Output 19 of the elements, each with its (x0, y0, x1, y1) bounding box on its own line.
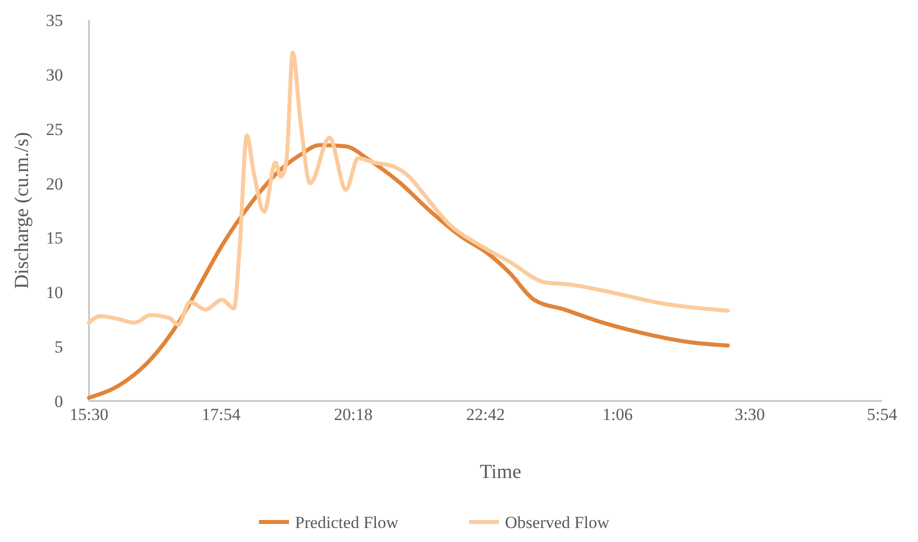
y-axis-title: Discharge (cu.m./s) (11, 132, 33, 289)
legend-label: Observed Flow (505, 513, 610, 532)
y-tick-label: 15 (46, 228, 63, 248)
x-tick-label: 15:30 (70, 405, 108, 424)
y-tick-label: 25 (46, 120, 63, 139)
y-tick-label: 30 (46, 65, 63, 84)
x-tick-label: 17:54 (202, 405, 242, 424)
y-tick-label: 5 (54, 338, 63, 357)
x-tick-label: 20:18 (334, 405, 373, 424)
y-tick-label: 0 (54, 392, 63, 411)
x-tick-label: 3:30 (734, 405, 765, 424)
y-tick-label: 35 (46, 11, 63, 30)
x-tick-label: 5:54 (866, 405, 898, 424)
y-tick-label: 20 (46, 174, 63, 194)
x-axis-title: Time (480, 461, 522, 483)
legend-label: Predicted Flow (295, 513, 400, 532)
x-tick-label: 22:42 (466, 405, 505, 424)
y-tick-label: 10 (46, 283, 63, 302)
x-tick-label: 1:06 (602, 405, 633, 424)
